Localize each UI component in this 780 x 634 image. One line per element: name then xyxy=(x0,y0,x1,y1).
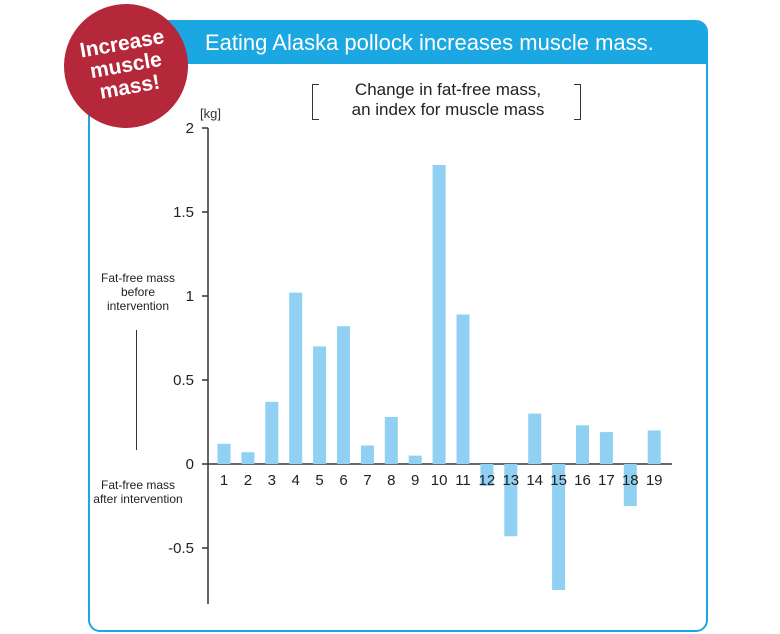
x-tick-label: 12 xyxy=(479,472,496,489)
bar xyxy=(480,464,494,486)
subtitle-bracket-right xyxy=(574,84,581,120)
annotation-before: Fat-free mass before intervention xyxy=(100,271,175,313)
subtitle-line-2: an index for muscle mass xyxy=(351,100,545,119)
bar xyxy=(504,464,518,537)
x-tick-label: 3 xyxy=(268,472,276,489)
bar xyxy=(337,326,350,464)
bar xyxy=(456,314,470,464)
x-tick-label: 16 xyxy=(574,472,591,489)
y-tick-label: 1 xyxy=(186,288,194,305)
title-banner: Eating Alaska pollock increases muscle m… xyxy=(90,22,706,64)
bar xyxy=(289,292,303,464)
bar xyxy=(576,425,589,464)
x-tick-label: 15 xyxy=(550,472,567,489)
bar xyxy=(241,452,255,464)
bar xyxy=(217,443,231,464)
x-tick-label: 7 xyxy=(363,472,371,489)
x-tick-label: 8 xyxy=(387,472,395,489)
y-tick-label: 2 xyxy=(186,120,194,137)
y-tick-label: 1.5 xyxy=(173,204,194,221)
bar xyxy=(647,430,661,464)
subtitle-bracket-left xyxy=(312,84,319,120)
x-tick-label: 18 xyxy=(622,472,639,489)
banner-title: Eating Alaska pollock increases muscle m… xyxy=(205,30,654,55)
x-tick-label: 13 xyxy=(502,472,519,489)
y-tick-label: -0.5 xyxy=(168,540,194,557)
bar xyxy=(313,346,327,464)
annotation-after: Fat-free mass after intervention xyxy=(93,478,183,506)
y-tick-label: 0.5 xyxy=(173,372,194,389)
x-tick-label: 1 xyxy=(220,472,228,489)
bar xyxy=(384,416,398,464)
x-tick-label: 5 xyxy=(315,472,323,489)
x-tick-label: 17 xyxy=(598,472,615,489)
bar xyxy=(408,455,422,464)
x-tick-label: 11 xyxy=(455,472,471,489)
x-tick-label: 14 xyxy=(526,472,543,489)
y-tick-label: 0 xyxy=(186,456,194,473)
bar xyxy=(265,401,279,464)
chart-subtitle: Change in fat-free mass, an index for mu… xyxy=(308,80,588,120)
bar xyxy=(528,413,542,464)
annotation-divider xyxy=(136,330,137,450)
x-tick-label: 4 xyxy=(292,472,300,489)
bar xyxy=(552,464,566,590)
x-tick-label: 6 xyxy=(339,472,347,489)
x-tick-label: 10 xyxy=(431,472,448,489)
chart-panel: Eating Alaska pollock increases muscle m… xyxy=(88,20,708,632)
subtitle-line-1: Change in fat-free mass, xyxy=(354,80,542,99)
bar xyxy=(432,164,446,464)
x-tick-label: 2 xyxy=(244,472,252,489)
bar xyxy=(623,464,637,506)
x-tick-label: 19 xyxy=(646,472,663,489)
bar xyxy=(599,432,613,464)
x-tick-label: 9 xyxy=(411,472,419,489)
bar xyxy=(360,445,374,464)
y-axis-unit: [kg] xyxy=(200,106,221,121)
